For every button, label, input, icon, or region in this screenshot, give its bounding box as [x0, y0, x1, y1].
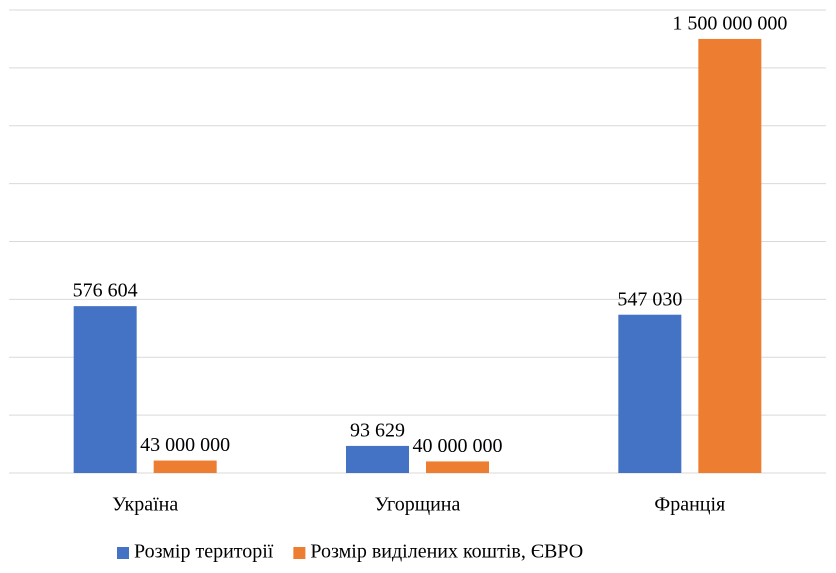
bar	[73, 306, 137, 473]
x-tick-label: Франція	[654, 494, 725, 516]
legend-swatch	[293, 547, 306, 559]
legend-label: Розмір виділених коштів, ЄВРО	[310, 541, 583, 563]
bar	[153, 460, 217, 473]
data-label: 40 000 000	[413, 435, 503, 457]
bar	[426, 461, 489, 473]
legend-label: Розмір території	[134, 541, 274, 563]
legend-swatch	[117, 547, 129, 559]
bar	[698, 38, 762, 473]
x-tick-label: Україна	[112, 494, 178, 516]
data-label: 547 030	[617, 288, 682, 310]
data-label: 43 000 000	[140, 434, 230, 456]
x-tick-label: Угорщина	[375, 494, 461, 516]
bar	[618, 314, 682, 473]
data-label: 576 604	[73, 280, 138, 302]
data-label: 93 629	[350, 419, 405, 441]
data-label: 1 500 000 000	[672, 13, 787, 35]
bar	[346, 445, 409, 473]
